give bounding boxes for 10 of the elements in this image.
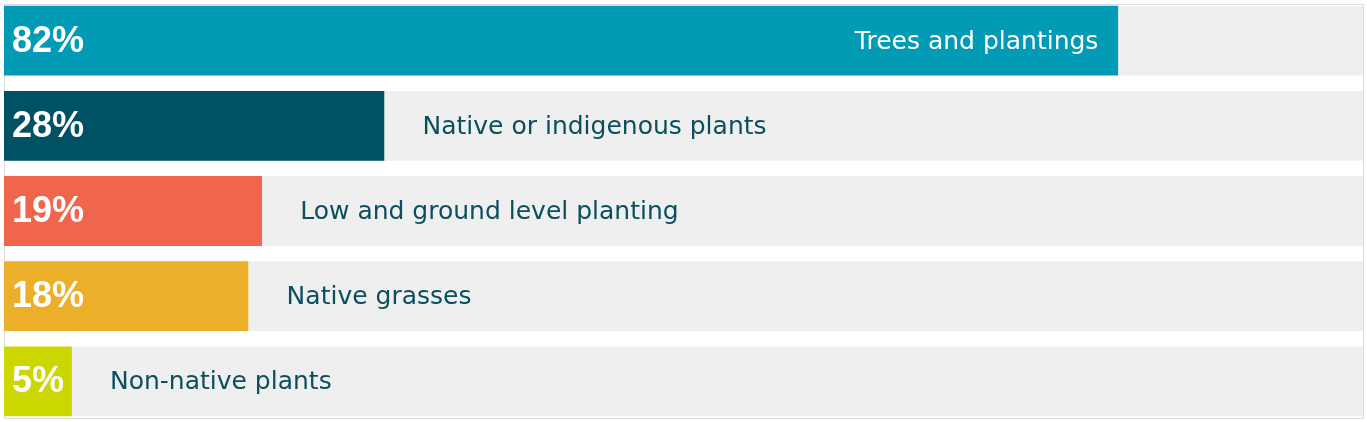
data-label: 28% bbox=[12, 103, 85, 145]
y-tick-label: Non-native plants bbox=[109, 366, 332, 396]
y-tick-label: Native grasses bbox=[286, 281, 472, 311]
y-tick-label: Native or indigenous plants bbox=[422, 110, 767, 140]
data-label: 19% bbox=[12, 189, 85, 230]
data-label: 5% bbox=[12, 359, 65, 401]
y-tick-label: Trees and plantings bbox=[853, 25, 1099, 55]
y-tick-label: Low and ground level planting bbox=[300, 196, 679, 225]
data-label: 82% bbox=[12, 18, 85, 60]
data-label: 18% bbox=[12, 274, 85, 316]
